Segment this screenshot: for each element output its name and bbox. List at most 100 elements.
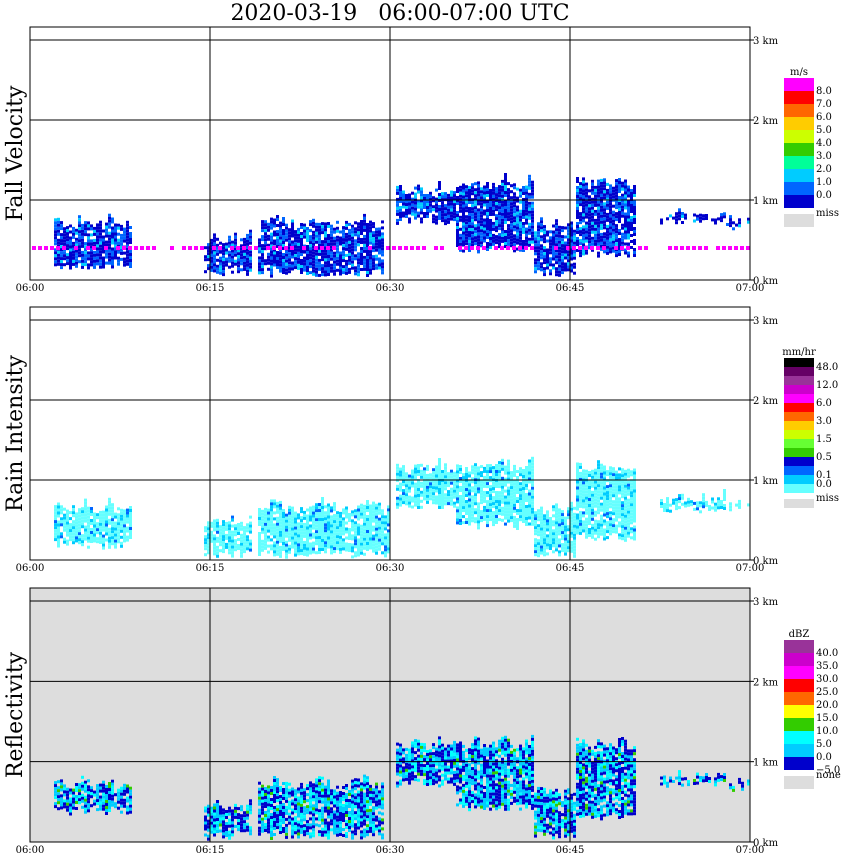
colorbar-swatch xyxy=(784,744,814,757)
y-axis-label: Reflectivity xyxy=(3,651,28,778)
colorbar-label: 2.0 xyxy=(816,164,832,175)
colorbar-swatch xyxy=(784,439,814,448)
colorbar-swatch xyxy=(784,403,814,412)
y-tick-label: 3 km xyxy=(753,597,779,608)
x-tick-label: 06:15 xyxy=(196,283,225,294)
x-tick-label: 06:00 xyxy=(16,283,45,294)
colorbar-label: 5.0 xyxy=(816,125,832,136)
y-tick-label: 3 km xyxy=(753,36,779,47)
colorbar-swatch xyxy=(784,757,814,770)
colorbar-swatch xyxy=(784,78,814,91)
echo-field xyxy=(54,456,750,559)
colorbar-label: 20.0 xyxy=(816,700,838,711)
colorbar-missing-label: none xyxy=(816,770,841,781)
y-tick-label: 0 km xyxy=(753,276,779,287)
colorbar-swatch xyxy=(784,448,814,457)
colorbar-missing-swatch xyxy=(784,214,814,227)
colorbar-label: 35.0 xyxy=(816,661,838,672)
colorbar-swatch xyxy=(784,679,814,692)
colorbar-missing-swatch xyxy=(784,499,814,508)
colorbar-unit: dBZ xyxy=(789,629,810,640)
colorbar-swatch xyxy=(784,385,814,394)
colorbar-unit: mm/hr xyxy=(782,347,816,358)
colorbar-swatch xyxy=(784,91,814,104)
colorbar-swatch xyxy=(784,421,814,430)
chart-title: 2020-03-19 06:00-07:00 UTC xyxy=(230,1,570,26)
y-tick-label: 3 km xyxy=(753,316,779,327)
x-tick-label: 07:00 xyxy=(736,563,765,574)
colorbar-swatch xyxy=(784,169,814,182)
colorbar-swatch xyxy=(784,718,814,731)
colorbar-missing-label: miss xyxy=(816,208,839,219)
x-tick-label: 06:45 xyxy=(556,845,585,856)
colorbar-label: 3.0 xyxy=(816,151,832,162)
colorbar-missing-swatch xyxy=(784,776,814,789)
colorbar-label: 1.5 xyxy=(816,434,832,445)
colorbar-label: 7.0 xyxy=(816,99,832,110)
colorbar-label: 12.0 xyxy=(816,380,838,391)
echo-field xyxy=(54,173,750,278)
panel-2: 0 km 1 km 2 km 3 km 06:00 06:15 06:30 06:45 07:0… xyxy=(3,306,839,574)
colorbar-swatch xyxy=(784,156,814,169)
colorbar-swatch xyxy=(784,430,814,439)
y-axis-label: Fall Velocity xyxy=(3,85,28,221)
echo-field xyxy=(54,734,750,841)
colorbar-swatch xyxy=(784,731,814,744)
colorbar-label: 25.0 xyxy=(816,687,838,698)
colorbar-swatch xyxy=(784,705,814,718)
panel-1: 0 km 1 km 2 km 3 km 06:00 06:15 06:30 06:45 07:0… xyxy=(3,26,839,294)
y-tick-label: 2 km xyxy=(753,116,779,127)
colorbar-label: 0.0 xyxy=(816,190,832,201)
x-tick-label: 06:00 xyxy=(16,845,45,856)
colorbar-label: 5.0 xyxy=(816,739,832,750)
x-tick-label: 06:15 xyxy=(196,845,225,856)
colorbar-label: 3.0 xyxy=(816,416,832,427)
colorbar-swatch xyxy=(784,466,814,475)
colorbar-swatch xyxy=(784,143,814,156)
colorbar-label: 0.0 xyxy=(816,479,832,490)
colorbar-swatch xyxy=(784,376,814,385)
colorbar-swatch xyxy=(784,484,814,493)
colorbar-swatch xyxy=(784,666,814,679)
x-tick-label: 06:30 xyxy=(376,563,405,574)
colorbar-swatch xyxy=(784,692,814,705)
y-tick-label: 2 km xyxy=(753,677,779,688)
colorbar-swatch xyxy=(784,130,814,143)
y-tick-label: 1 km xyxy=(753,476,779,487)
colorbar-swatch xyxy=(784,104,814,117)
colorbar-label: 1.0 xyxy=(816,177,832,188)
colorbar-swatch xyxy=(784,367,814,376)
colorbar-label: 6.0 xyxy=(816,398,832,409)
y-tick-label: 0 km xyxy=(753,556,779,567)
x-tick-label: 06:45 xyxy=(556,563,585,574)
colorbar-label: 4.0 xyxy=(816,138,832,149)
colorbar-label: 10.0 xyxy=(816,726,838,737)
y-tick-label: 1 km xyxy=(753,196,779,207)
x-tick-label: 06:00 xyxy=(16,563,45,574)
x-tick-label: 06:45 xyxy=(556,283,585,294)
x-tick-label: 07:00 xyxy=(736,845,765,856)
colorbar-label: 15.0 xyxy=(816,713,838,724)
colorbar-label: −5.0 xyxy=(816,765,840,776)
colorbar-swatch xyxy=(784,117,814,130)
y-tick-label: 2 km xyxy=(753,396,779,407)
colorbar-swatch xyxy=(784,182,814,195)
colorbar-label: 6.0 xyxy=(816,112,832,123)
colorbar-label: 30.0 xyxy=(816,674,838,685)
colorbar-swatch xyxy=(784,457,814,466)
colorbar-swatch xyxy=(784,475,814,484)
colorbar-label: 0.0 xyxy=(816,752,832,763)
colorbar-label: 0.1 xyxy=(816,470,832,481)
x-tick-label: 07:00 xyxy=(736,283,765,294)
colorbar-swatch xyxy=(784,653,814,666)
colorbar: m/s 8.0 7.0 6.0 5.0 4.0 3.0 2.0 1.0 0.0 miss xyxy=(784,67,839,227)
colorbar-swatch xyxy=(784,640,814,653)
colorbar-label: 40.0 xyxy=(816,648,838,659)
bright-band xyxy=(32,246,750,250)
colorbar-swatch xyxy=(784,358,814,367)
colorbar-unit: m/s xyxy=(790,67,808,78)
colorbar-swatch xyxy=(784,412,814,421)
colorbar-label: 0.5 xyxy=(816,452,832,463)
y-axis-label: Rain Intensity xyxy=(3,354,28,511)
